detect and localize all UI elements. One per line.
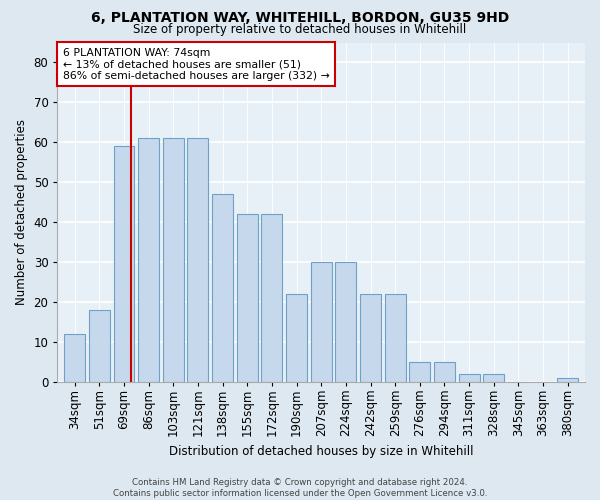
Text: Size of property relative to detached houses in Whitehill: Size of property relative to detached ho… xyxy=(133,22,467,36)
Text: Contains HM Land Registry data © Crown copyright and database right 2024.
Contai: Contains HM Land Registry data © Crown c… xyxy=(113,478,487,498)
Text: 6 PLANTATION WAY: 74sqm
← 13% of detached houses are smaller (51)
86% of semi-de: 6 PLANTATION WAY: 74sqm ← 13% of detache… xyxy=(63,48,329,81)
Bar xyxy=(434,362,455,382)
Bar xyxy=(64,334,85,382)
X-axis label: Distribution of detached houses by size in Whitehill: Distribution of detached houses by size … xyxy=(169,444,473,458)
Bar xyxy=(385,294,406,382)
Bar xyxy=(360,294,381,382)
Y-axis label: Number of detached properties: Number of detached properties xyxy=(15,119,28,305)
Bar xyxy=(113,146,134,382)
Bar xyxy=(163,138,184,382)
Bar xyxy=(212,194,233,382)
Bar xyxy=(138,138,159,382)
Bar xyxy=(409,362,430,382)
Bar xyxy=(557,378,578,382)
Bar xyxy=(484,374,504,382)
Bar xyxy=(311,262,332,382)
Bar xyxy=(89,310,110,382)
Bar xyxy=(262,214,283,382)
Text: 6, PLANTATION WAY, WHITEHILL, BORDON, GU35 9HD: 6, PLANTATION WAY, WHITEHILL, BORDON, GU… xyxy=(91,12,509,26)
Bar xyxy=(335,262,356,382)
Bar xyxy=(458,374,479,382)
Bar xyxy=(286,294,307,382)
Bar xyxy=(187,138,208,382)
Bar xyxy=(237,214,258,382)
